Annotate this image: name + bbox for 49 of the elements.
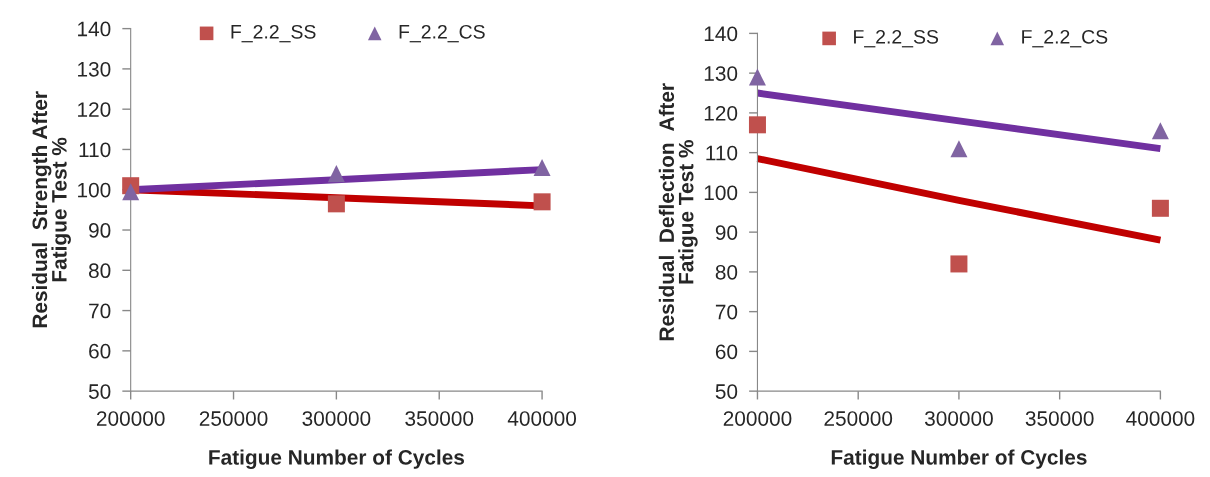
x-axis-title: Fatigue Number of Cycles bbox=[209, 449, 465, 469]
y-axis-title: Residual Strength After Fatigue Test % bbox=[31, 91, 71, 328]
x-tick-label: 400000 bbox=[507, 411, 577, 426]
x-tick-label: 200000 bbox=[723, 411, 792, 426]
y-tick-label: 90 bbox=[89, 223, 111, 238]
point bbox=[748, 116, 766, 134]
point bbox=[327, 165, 345, 183]
y-tick-label: 110 bbox=[79, 142, 111, 158]
y-tick-label: 70 bbox=[89, 303, 111, 319]
y-tick-label: 80 bbox=[88, 263, 111, 279]
y-tick-label: 90 bbox=[715, 225, 738, 240]
x-tick-label: 300000 bbox=[302, 411, 371, 426]
point bbox=[122, 183, 140, 201]
y-tick-label: 120 bbox=[704, 105, 738, 121]
legend-label: F_2.2_SS bbox=[231, 24, 316, 43]
point bbox=[1151, 199, 1169, 217]
y-tick-label: 140 bbox=[704, 26, 738, 42]
y-tick-label: 140 bbox=[78, 21, 111, 37]
x-tick-label: 250000 bbox=[824, 411, 893, 426]
x-axis-title: Fatigue Number of Cycles bbox=[831, 449, 1087, 469]
y-tick-label: 120 bbox=[78, 102, 111, 117]
x-tick-label: 350000 bbox=[1025, 411, 1094, 426]
legend-label: F_2.2_CS bbox=[1022, 29, 1108, 48]
y-tick-label: 50 bbox=[88, 384, 111, 399]
x-tick-label: 400000 bbox=[1126, 411, 1195, 426]
y-tick-label: 70 bbox=[715, 304, 738, 320]
point bbox=[950, 255, 968, 273]
x-tick-label: 350000 bbox=[405, 411, 474, 426]
y-tick-label: 110 bbox=[706, 145, 738, 161]
x-tick-label: 200000 bbox=[96, 411, 165, 426]
y-tick-label: 50 bbox=[715, 384, 738, 399]
y-tick-label: 60 bbox=[715, 344, 738, 360]
point bbox=[1151, 122, 1169, 140]
point bbox=[533, 193, 551, 211]
y-tick-label: 100 bbox=[704, 185, 738, 201]
y-tick-label: 80 bbox=[715, 264, 738, 280]
legend-label: F_2.2_SS bbox=[854, 29, 939, 48]
x-tick-label: 300000 bbox=[924, 411, 993, 426]
y-tick-label: 130 bbox=[704, 66, 738, 81]
point bbox=[950, 140, 968, 158]
point bbox=[533, 159, 551, 177]
y-tick-label: 100 bbox=[78, 182, 111, 198]
point bbox=[327, 195, 345, 213]
point bbox=[748, 68, 766, 86]
y-axis-title: Residual Deflection After Fatigue Test % bbox=[658, 83, 698, 341]
x-tick-label: 250000 bbox=[199, 411, 268, 426]
y-tick-label: 130 bbox=[78, 61, 111, 77]
legend-label: F_2.2_CS bbox=[399, 24, 485, 43]
y-tick-label: 60 bbox=[89, 343, 111, 359]
